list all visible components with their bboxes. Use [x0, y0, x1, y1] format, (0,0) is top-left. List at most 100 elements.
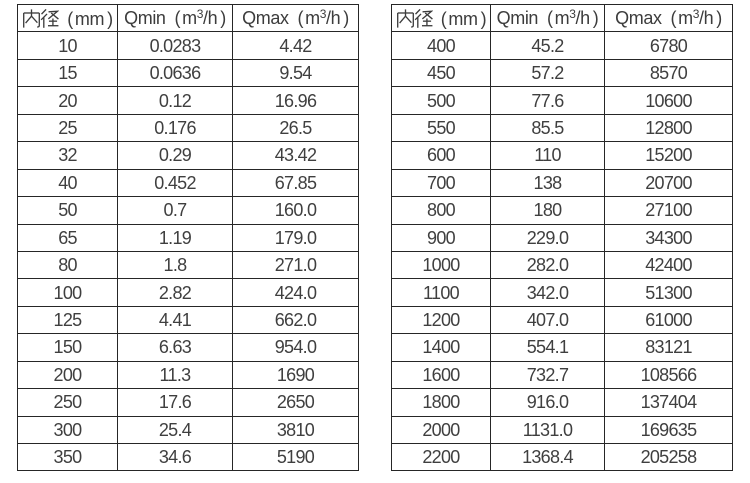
table-cell: 85.5 — [490, 113, 605, 143]
table-cell: 169635 — [604, 415, 733, 445]
table-cell: 108566 — [604, 360, 733, 390]
table-row: 500 77.6 10600 — [391, 86, 733, 115]
table-cell: 51300 — [604, 278, 733, 307]
cjk-glyph-jing — [414, 8, 434, 28]
table-cell: 100 — [17, 278, 118, 307]
fullwidth-open-paren: ( — [297, 8, 304, 29]
superscript-3: 3 — [569, 6, 576, 21]
table-cell: 0.29 — [117, 141, 233, 170]
table-cell: 205258 — [604, 442, 733, 472]
table-cell: 77.6 — [490, 86, 605, 115]
table-cell: 424.0 — [232, 278, 359, 307]
table-row: 100 2.82 424.0 — [17, 278, 359, 307]
table-cell: 2650 — [232, 388, 359, 417]
table-cell: 500 — [391, 86, 491, 115]
table-cell: 732.7 — [490, 360, 605, 390]
table-cell: 45.2 — [490, 31, 605, 60]
cjk-glyph-nei — [23, 9, 41, 28]
table-cell: 80 — [17, 250, 118, 280]
table-cell: 150 — [17, 333, 118, 362]
table-cell: 61000 — [604, 305, 733, 335]
table-cell: 125 — [17, 305, 118, 335]
table-cell: 350 — [17, 442, 118, 472]
table-row: 20 0.12 16.96 — [17, 86, 359, 115]
table-row: 700 138 20700 — [391, 168, 733, 198]
table-row: 1100 342.0 51300 — [391, 278, 733, 307]
table-cell: 282.0 — [490, 250, 605, 280]
table-row: 1000 282.0 42400 — [391, 250, 733, 280]
flow-table-right: (mm) Qmin(m3/h) Qmax(m3/h) 400 45.2 6780 450 57… — [391, 3, 733, 472]
table-row: 1800 916.0 137404 — [391, 388, 733, 417]
table-cell: 110 — [490, 141, 605, 170]
table-cell: 43.42 — [232, 141, 359, 170]
fullwidth-close-paren: ) — [343, 8, 349, 29]
table-cell: 250 — [17, 388, 118, 417]
table-cell: 662.0 — [232, 305, 359, 335]
table-cell: 1.19 — [117, 223, 233, 252]
table-cell: 20700 — [604, 168, 733, 198]
fullwidth-close-paren: ) — [480, 8, 487, 29]
table-cell: 954.0 — [232, 333, 359, 362]
table-cell: 5190 — [232, 442, 359, 472]
fullwidth-close-paren: ) — [592, 8, 599, 29]
table-row: 1400 554.1 83121 — [391, 333, 733, 362]
table-cell: 50 — [17, 196, 118, 225]
table-cell: 2000 — [391, 415, 491, 445]
table-cell: 42400 — [604, 250, 733, 280]
table-cell: 15 — [17, 58, 118, 88]
table-cell: 6.63 — [117, 333, 233, 362]
table-cell: 407.0 — [490, 305, 605, 335]
table-row: 2200 1368.4 205258 — [391, 442, 733, 472]
table-cell: 3810 — [232, 415, 359, 445]
table-cell: 10600 — [604, 86, 733, 115]
table-cell: 25 — [17, 113, 118, 143]
fullwidth-open-paren: ( — [440, 8, 447, 29]
table-row: 400 45.2 6780 — [391, 31, 733, 60]
table-cell: 450 — [391, 58, 491, 88]
table-row: 250 17.6 2650 — [17, 388, 359, 417]
superscript-3: 3 — [319, 6, 327, 21]
table-row: 450 57.2 8570 — [391, 58, 733, 88]
table-cell: 229.0 — [490, 223, 605, 252]
table-row: 125 4.41 662.0 — [17, 305, 359, 335]
fullwidth-open-paren: ( — [67, 8, 73, 29]
table-cell: 600 — [391, 141, 491, 170]
table-row: 2000 1131.0 169635 — [391, 415, 733, 445]
table-cell: 1400 — [391, 333, 491, 362]
column-header: (mm) — [391, 3, 491, 33]
table-row: 25 0.176 26.5 — [17, 113, 359, 143]
table-cell: 17.6 — [117, 388, 233, 417]
table-row: 900 229.0 34300 — [391, 223, 733, 252]
flow-table-left: (mm) Qmin(m3/h) Qmax(m3/h) 10 0.0283 4.42 15 0.… — [17, 3, 359, 472]
table-cell: 200 — [17, 360, 118, 390]
table-cell: 1100 — [391, 278, 491, 307]
table-row: 80 1.8 271.0 — [17, 250, 359, 280]
table-cell: 16.96 — [232, 86, 359, 115]
table-row: 40 0.452 67.85 — [17, 168, 359, 198]
table-cell: 1800 — [391, 388, 491, 417]
table-cell: 40 — [17, 168, 118, 198]
table-row: 15 0.0636 9.54 — [17, 58, 359, 88]
table-cell: 0.176 — [117, 113, 233, 143]
table-row: 200 11.3 1690 — [17, 360, 359, 390]
column-header: Qmin(m3/h) — [490, 3, 605, 33]
fullwidth-open-paren: ( — [670, 8, 677, 29]
table-row: 10 0.0283 4.42 — [17, 31, 359, 60]
table-row: 1200 407.0 61000 — [391, 305, 733, 335]
table-cell: 1600 — [391, 360, 491, 390]
table-row: 32 0.29 43.42 — [17, 141, 359, 170]
table-cell: 916.0 — [490, 388, 605, 417]
fullwidth-close-paren: ) — [716, 8, 722, 29]
table-cell: 1200 — [391, 305, 491, 335]
table-row: 150 6.63 954.0 — [17, 333, 359, 362]
table-cell: 57.2 — [490, 58, 605, 88]
fullwidth-open-paren: ( — [547, 8, 553, 29]
table-cell: 0.12 — [117, 86, 233, 115]
fullwidth-close-paren: ) — [220, 8, 226, 29]
table-cell: 400 — [391, 31, 491, 60]
table-cell: 15200 — [604, 141, 733, 170]
table-cell: 4.42 — [232, 31, 359, 60]
table-row: 550 85.5 12800 — [391, 113, 733, 143]
table-cell: 0.0636 — [117, 58, 233, 88]
table-cell: 137404 — [604, 388, 733, 417]
